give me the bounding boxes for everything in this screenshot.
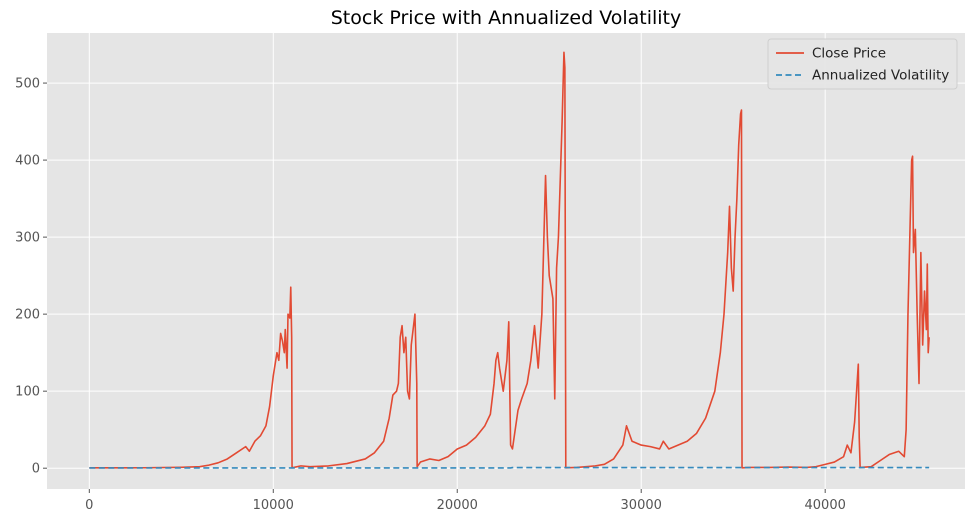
chart-title: Stock Price with Annualized Volatility [331, 7, 682, 29]
grid-lines [47, 33, 965, 489]
y-tick-label: 300 [15, 231, 40, 246]
legend-label: Close Price [812, 46, 886, 62]
x-tick-label: 10000 [253, 498, 294, 513]
series-line-close-price [89, 51, 930, 469]
y-tick-label: 200 [15, 308, 40, 323]
x-tick-label: 0 [85, 498, 93, 513]
x-tick-label: 20000 [437, 498, 478, 513]
x-tick-label: 30000 [621, 498, 662, 513]
legend-frame [767, 38, 958, 90]
y-tick-label: 400 [15, 154, 40, 169]
y-tick-label: 0 [32, 462, 40, 477]
x-tick-label: 40000 [805, 498, 846, 513]
tick-labels: 0 10000 20000 30000 40000 0 100 200 300 400 500 [15, 77, 846, 513]
plot-background [47, 33, 965, 489]
legend: Close Price Annualized Volatility [767, 38, 958, 90]
y-tick-label: 100 [15, 385, 40, 400]
series-group [89, 51, 930, 469]
legend-label: Annualized Volatility [812, 68, 949, 84]
y-tick-label: 500 [15, 77, 40, 92]
